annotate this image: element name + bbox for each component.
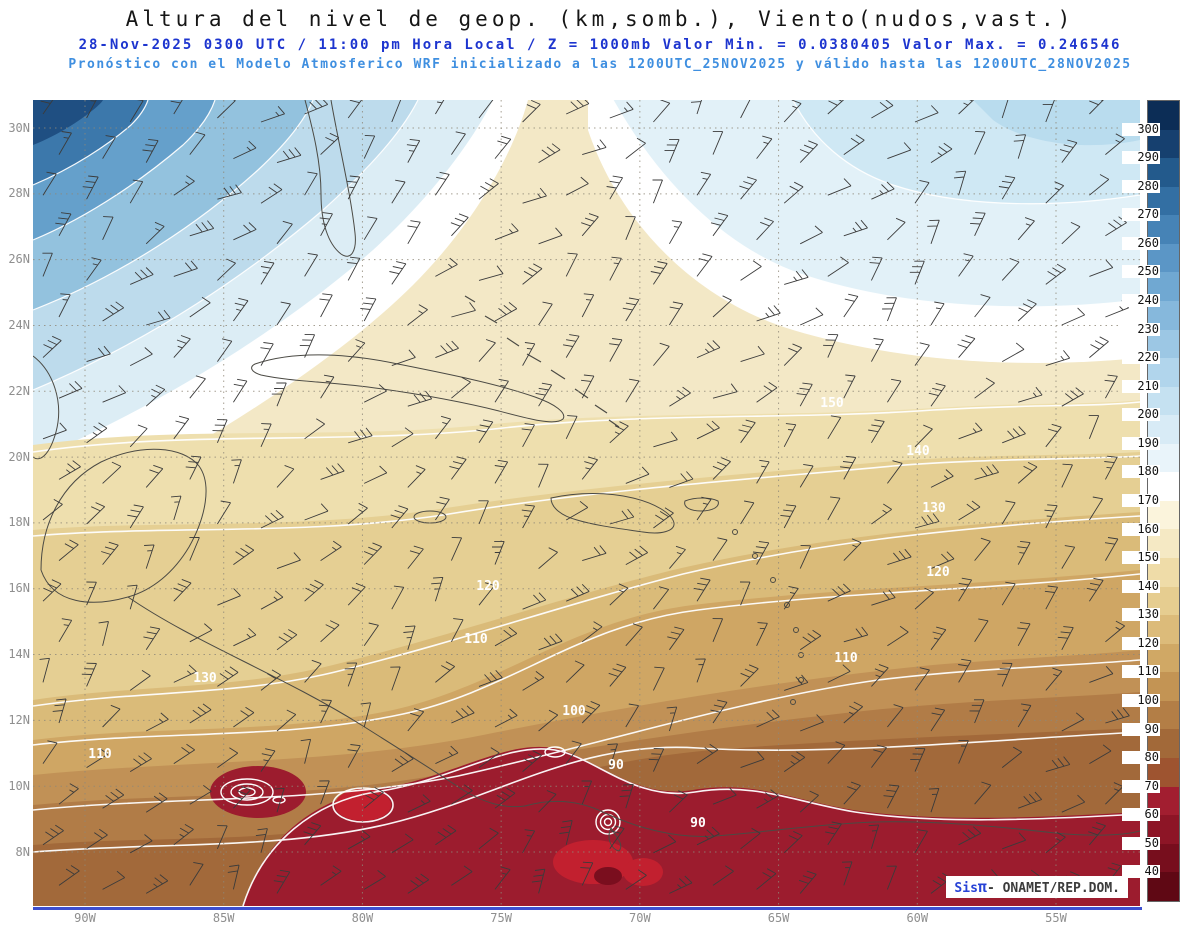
lat-tick-label: 8N: [15, 844, 30, 859]
svg-text:150: 150: [820, 396, 844, 411]
svg-text:90: 90: [608, 758, 624, 773]
svg-text:130: 130: [922, 501, 946, 516]
credit-sis: Sis: [954, 881, 978, 896]
colorbar-tick-label: 230: [1122, 322, 1160, 336]
colorbar-tick-label: 220: [1122, 351, 1160, 365]
colorbar-tick-label: 250: [1122, 265, 1160, 279]
svg-text:110: 110: [88, 747, 112, 762]
model-init-subtitle: Pronóstico con el Modelo Atmosferico WRF…: [68, 57, 1132, 72]
lat-tick-label: 22N: [8, 383, 30, 398]
lat-tick-label: 30N: [8, 120, 30, 135]
bottom-axis-line: [33, 907, 1142, 910]
colorbar-tick-label: 130: [1122, 608, 1160, 622]
colorbar-tick-label: 210: [1122, 379, 1160, 393]
lat-tick-label: 24N: [8, 317, 30, 332]
lon-tick-label: 70W: [629, 911, 651, 925]
colorbar-tick-label: 280: [1122, 179, 1160, 193]
svg-text:110: 110: [834, 651, 858, 666]
colorbar-tick-label: 150: [1122, 551, 1160, 565]
colorbar-tick-label: 40: [1122, 865, 1160, 879]
lon-tick-label: 90W: [74, 911, 96, 925]
colorbar-tick-label: 290: [1122, 151, 1160, 165]
lon-tick-label: 85W: [212, 911, 235, 925]
colorbar-tick-label: 170: [1122, 494, 1160, 507]
colorbar-tick-label: 120: [1122, 636, 1160, 650]
wind-barbs: [39, 100, 1130, 894]
lon-tick-label: 65W: [767, 911, 790, 925]
colorbar-tick-label: 190: [1122, 436, 1160, 450]
credit-badge: Sisπ- ONAMET/REP.DOM.: [946, 876, 1128, 898]
colorbar-tick-label: 100: [1122, 694, 1160, 707]
contour-labels: 150 140 130 120 120 110 110 100 90 90 130 110: [88, 396, 950, 831]
lat-tick-label: 20N: [8, 449, 30, 464]
map-area: 150 140 130 120 120 110 110 100 90 90 130 110 Sisπ-…: [33, 100, 1140, 906]
colorbar-tick-label: 50: [1122, 836, 1160, 850]
svg-text:120: 120: [926, 565, 950, 580]
header: Altura del nivel de geop. (km,somb.), Vi…: [0, 7, 1200, 72]
colorbar-tick-label: 240: [1122, 294, 1160, 307]
colorbar-tick-label: 80: [1122, 751, 1160, 765]
lat-tick-label: 14N: [8, 647, 30, 662]
credit-pi-symbol: π: [977, 878, 987, 896]
lat-tick-label: 12N: [8, 712, 30, 727]
colorbar-tick-label: 300: [1122, 122, 1160, 136]
colorbar-tick-label: 140: [1122, 579, 1160, 593]
lon-tick-label: 75W: [490, 911, 512, 925]
svg-text:90: 90: [690, 816, 706, 831]
svg-text:130: 130: [193, 671, 217, 686]
credit-org: - ONAMET/REP.DOM.: [986, 881, 1120, 896]
colorbar-tick-label: 110: [1122, 665, 1160, 679]
lat-tick-label: 10N: [8, 778, 30, 793]
svg-text:110: 110: [464, 632, 488, 647]
colorbar-tick-label: 260: [1122, 236, 1160, 250]
svg-text:100: 100: [562, 704, 586, 719]
colorbar-tick-label: 180: [1122, 465, 1160, 479]
colorbar-tick-label: 70: [1122, 779, 1160, 793]
lat-tick-label: 16N: [8, 581, 30, 596]
latlon-gridlines: [33, 100, 1140, 906]
lat-tick-label: 18N: [8, 515, 30, 530]
svg-text:140: 140: [906, 444, 930, 459]
coastlines: [33, 100, 1140, 852]
lon-tick-label: 60W: [906, 911, 929, 925]
colorbar-tick-label: 90: [1122, 722, 1160, 736]
lat-tick-label: 28N: [8, 186, 30, 201]
colorbar-tick-label: 60: [1122, 808, 1160, 822]
valid-time-subtitle: 28-Nov-2025 0300 UTC / 11:00 pm Hora Loc…: [78, 37, 1122, 53]
geopotential-wind-map: 150 140 130 120 120 110 110 100 90 90 130 110: [33, 100, 1140, 906]
page-title: Altura del nivel de geop. (km,somb.), Vi…: [125, 7, 1075, 31]
height-contours: [33, 100, 1140, 906]
colorbar-tick-label: 270: [1122, 208, 1160, 222]
lat-tick-label: 26N: [8, 252, 30, 267]
colorbar-legend: 300 290 280 270 260 250 240 230 220 210 200 190 180 1…: [1122, 100, 1180, 902]
colorbar-tick-label: 160: [1122, 522, 1160, 536]
lon-tick-label: 55W: [1045, 911, 1067, 925]
svg-text:120: 120: [476, 579, 500, 594]
colorbar-tick-label: 200: [1122, 408, 1160, 422]
lon-tick-label: 80W: [351, 911, 374, 925]
